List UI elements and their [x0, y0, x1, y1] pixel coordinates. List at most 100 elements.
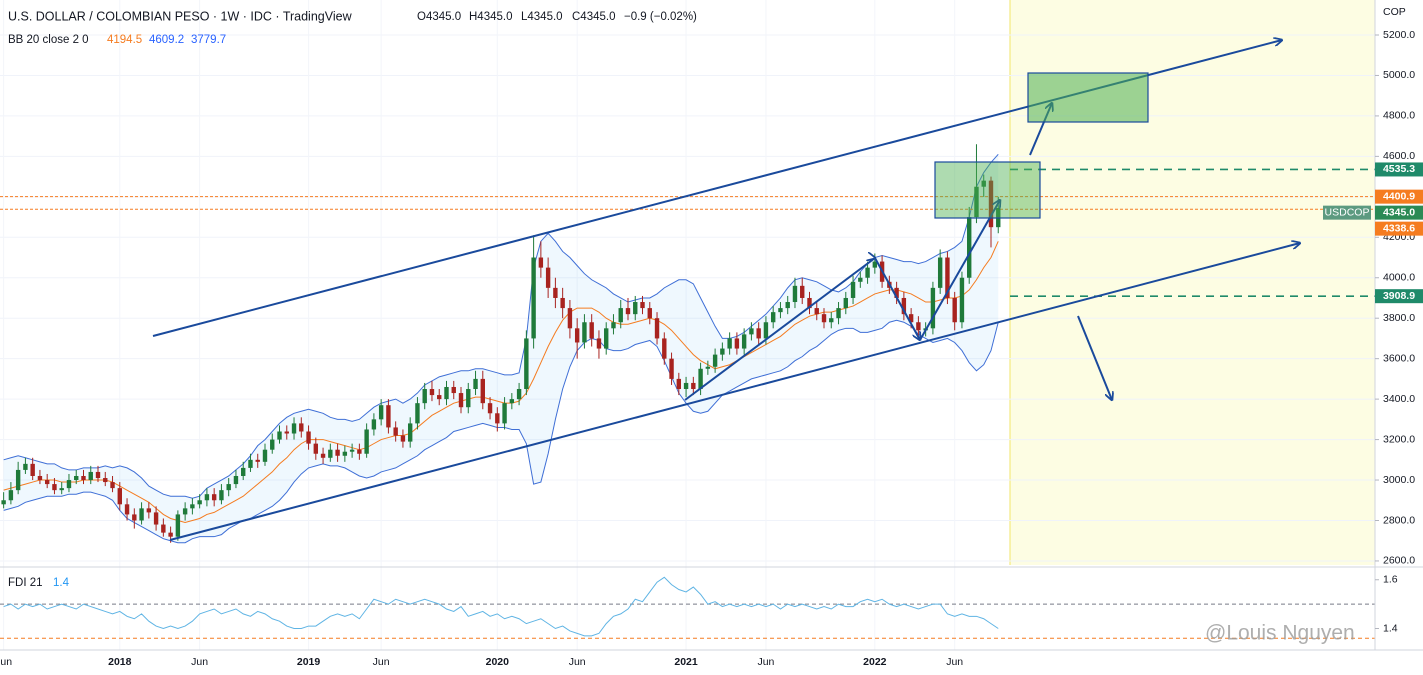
- candle-body: [516, 389, 522, 400]
- breakout-box: [934, 161, 1041, 219]
- candle-body: [328, 449, 333, 458]
- candle-body: [480, 378, 485, 404]
- candle-body: [320, 453, 326, 458]
- drawings: [152, 40, 1300, 541]
- ohlc-low: L4345.0: [521, 11, 563, 23]
- candle-body: [945, 257, 950, 298]
- fdi-line: [3, 576, 999, 637]
- candle-body: [371, 419, 377, 430]
- candle-body: [393, 427, 398, 436]
- indicator-value: 4609.2: [149, 34, 184, 46]
- candle-body: [574, 328, 580, 343]
- candle-body: [654, 318, 660, 339]
- candle-body: [800, 285, 805, 298]
- candle-body: [23, 463, 28, 470]
- candle-body: [698, 368, 703, 390]
- candle-body: [422, 389, 427, 404]
- candle-body: [66, 480, 72, 489]
- candle-body: [451, 386, 456, 394]
- candle-body: [531, 257, 536, 339]
- y-tick-label: 3000.0: [1383, 474, 1415, 486]
- x-tick-label: 2018: [108, 656, 132, 668]
- ohlc-close: C4345.0: [572, 11, 615, 23]
- candle-body: [727, 338, 732, 349]
- ohlc-high: H4345.0: [469, 11, 512, 23]
- indicator-value: 3779.7: [191, 34, 226, 46]
- symbol-tag-label: USDCOP: [1325, 206, 1370, 218]
- price-badge-label: 3908.9: [1383, 290, 1415, 302]
- candle-body: [770, 312, 776, 323]
- lower-trendline: [169, 243, 1300, 541]
- target-box: [1027, 72, 1149, 123]
- candle-body: [720, 348, 725, 355]
- fdi-tick-label: 1.4: [1383, 622, 1398, 634]
- candle-body: [197, 500, 202, 505]
- candle-body: [349, 449, 355, 452]
- x-tick-label: 2022: [863, 656, 887, 668]
- y-tick-label: 5200.0: [1383, 29, 1415, 41]
- candle-body: [270, 439, 275, 450]
- price-badge: [1375, 289, 1423, 304]
- indicator-value: 4194.5: [107, 34, 142, 46]
- y-tick-label: 4600.0: [1383, 150, 1415, 162]
- candle-body: [132, 514, 137, 521]
- candle-body: [161, 524, 166, 533]
- band-fill: [3, 154, 999, 543]
- candle-body: [524, 338, 529, 390]
- candle-body: [335, 449, 340, 456]
- candle-body: [967, 217, 972, 278]
- watermark: @Louis Nguyen: [1205, 622, 1355, 645]
- candle-body: [596, 338, 602, 349]
- y-tick-label: 2600.0: [1383, 555, 1415, 567]
- candle-body: [88, 471, 93, 481]
- chart-title: U.S. DOLLAR / COLOMBIAN PESO · 1W · IDC …: [8, 9, 353, 23]
- candle-body: [589, 322, 594, 339]
- candle-body: [981, 180, 986, 187]
- candle-body: [763, 322, 769, 339]
- candle-body: [204, 494, 210, 501]
- candle-body: [342, 451, 348, 456]
- candle-body: [509, 399, 515, 404]
- candle-body: [560, 297, 565, 309]
- candle-body: [858, 277, 863, 282]
- y-tick-label: 3800.0: [1383, 312, 1415, 324]
- ohlc-open: O4345.0: [417, 11, 461, 23]
- price-badge-label: 4535.3: [1383, 163, 1415, 175]
- indicator-name: BB 20 close 2 0: [8, 34, 89, 46]
- candle-body: [741, 334, 747, 349]
- x-tick-label: Jun: [757, 656, 774, 668]
- grid: [0, 0, 1375, 650]
- candle-body: [785, 302, 790, 309]
- candle-body: [103, 478, 108, 483]
- candle-body: [974, 186, 979, 218]
- candle-body: [30, 463, 35, 476]
- candle-body: [124, 504, 130, 515]
- candle-body: [255, 459, 260, 462]
- candle-body: [669, 358, 674, 379]
- fdi-value: 1.4: [53, 577, 70, 589]
- candle-body: [705, 366, 711, 369]
- candle-body: [437, 395, 442, 400]
- price-unit: COP: [1383, 6, 1406, 18]
- candle-body: [821, 314, 827, 323]
- candle-body: [604, 328, 609, 349]
- candle-body: [168, 532, 173, 537]
- candle-body: [683, 382, 689, 390]
- fdi-tick-label: 1.6: [1383, 574, 1398, 586]
- candle-body: [618, 308, 623, 323]
- candle-body: [538, 257, 544, 268]
- candle-body: [146, 508, 152, 513]
- down-arrow: [1077, 315, 1112, 400]
- candle-body: [175, 514, 181, 537]
- candle-body: [284, 431, 289, 434]
- candle-body: [8, 490, 14, 501]
- candle-body: [647, 308, 652, 319]
- candle-body: [277, 431, 282, 440]
- candle-body: [749, 328, 754, 335]
- candle-body: [211, 494, 217, 501]
- fdi-name: FDI 21: [8, 577, 43, 589]
- y-tick-label: 3600.0: [1383, 352, 1415, 364]
- candle-body: [567, 308, 573, 329]
- y-tick-label: 4800.0: [1383, 110, 1415, 122]
